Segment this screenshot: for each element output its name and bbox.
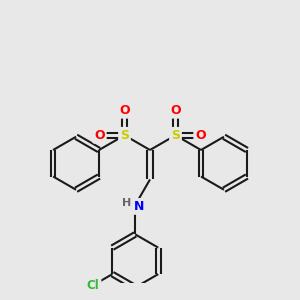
Text: O: O	[170, 104, 181, 117]
Text: H: H	[122, 199, 132, 208]
Text: O: O	[94, 129, 105, 142]
Text: Cl: Cl	[87, 279, 100, 292]
Text: O: O	[195, 129, 206, 142]
Text: N: N	[134, 200, 144, 213]
Text: S: S	[120, 129, 129, 142]
Text: O: O	[119, 104, 130, 117]
Text: S: S	[171, 129, 180, 142]
